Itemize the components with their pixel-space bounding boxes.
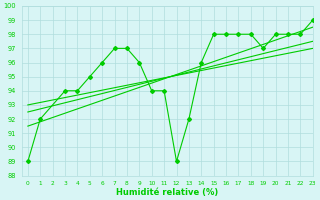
- X-axis label: Humidité relative (%): Humidité relative (%): [116, 188, 218, 197]
